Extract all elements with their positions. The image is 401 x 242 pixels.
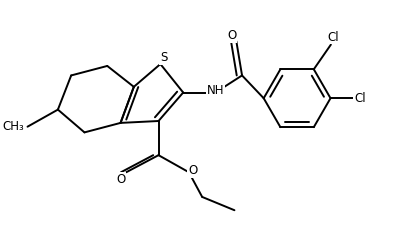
Text: O: O xyxy=(227,29,237,42)
Text: O: O xyxy=(188,164,197,177)
Text: S: S xyxy=(160,51,167,64)
Text: CH₃: CH₃ xyxy=(2,120,24,133)
Text: O: O xyxy=(116,173,125,186)
Text: NH: NH xyxy=(207,84,224,97)
Text: Cl: Cl xyxy=(354,92,366,105)
Text: Cl: Cl xyxy=(327,30,338,44)
